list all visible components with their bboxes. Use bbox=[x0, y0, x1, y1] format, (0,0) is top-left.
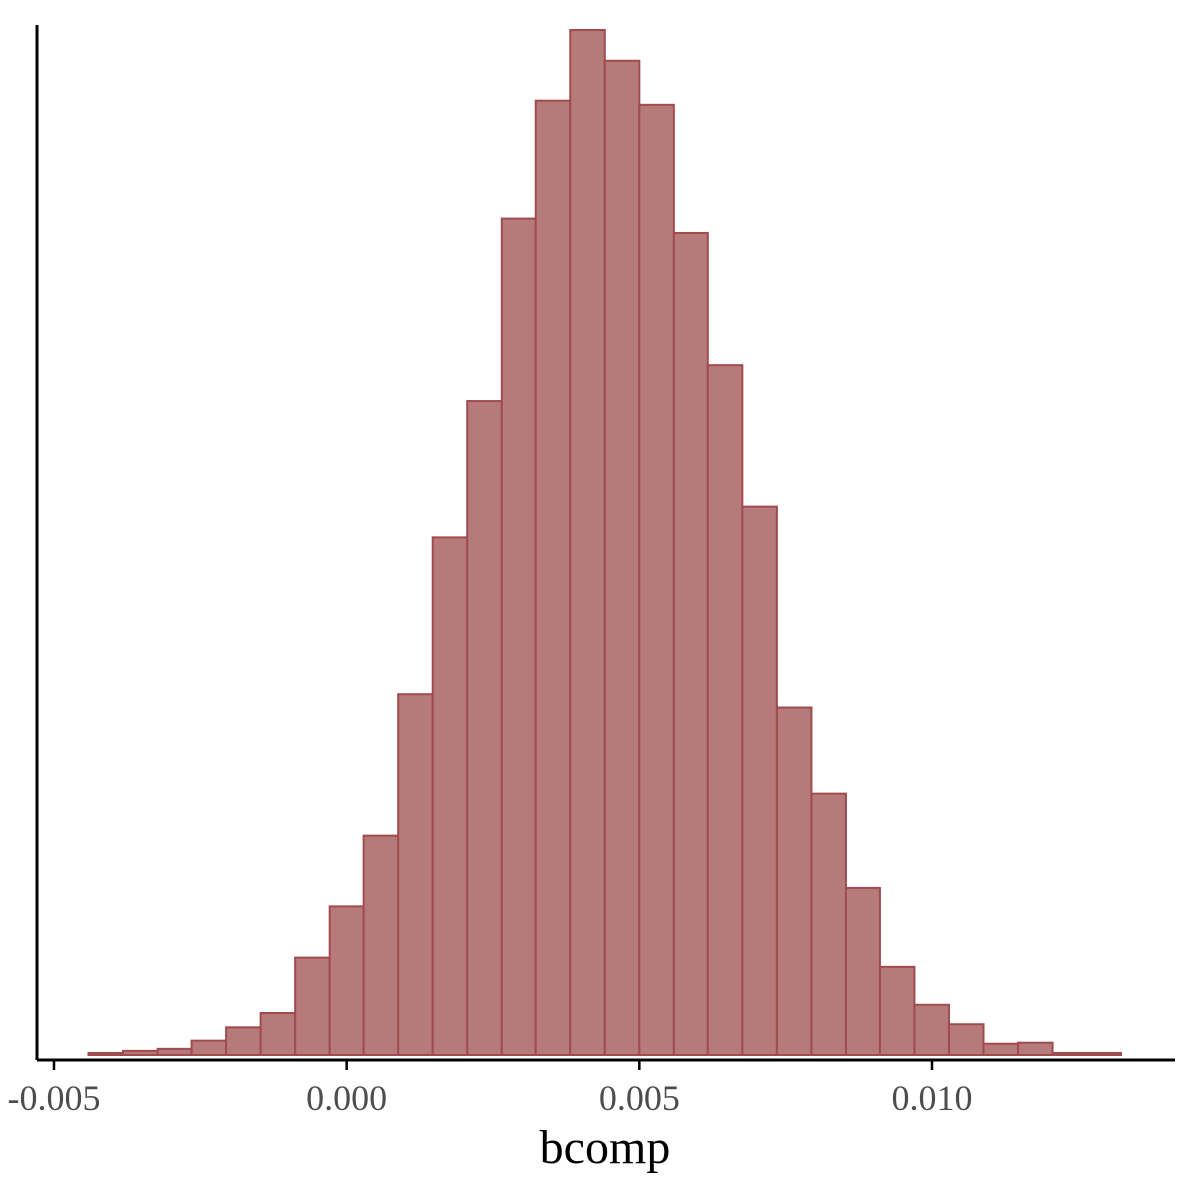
histogram-bar bbox=[569, 29, 606, 1056]
histogram-bar bbox=[672, 231, 709, 1056]
histogram-bar bbox=[1051, 1051, 1089, 1056]
histogram-bar bbox=[294, 956, 331, 1057]
histogram-bar bbox=[1086, 1051, 1123, 1056]
histogram-bar bbox=[913, 1003, 950, 1057]
histogram-bar bbox=[225, 1026, 262, 1056]
histogram-bar bbox=[397, 693, 434, 1056]
histogram-bar bbox=[741, 505, 778, 1057]
histogram-bar bbox=[534, 99, 572, 1057]
histogram-bar bbox=[156, 1047, 193, 1056]
histogram-bar bbox=[844, 886, 881, 1056]
histogram-bars bbox=[87, 29, 1123, 1057]
x-axis-ticks: -0.005 0.000 0.005 0.010 bbox=[8, 1060, 973, 1118]
histogram-bar bbox=[810, 792, 847, 1057]
histogram-bar bbox=[706, 364, 744, 1057]
histogram-bar bbox=[431, 536, 469, 1057]
histogram-bar bbox=[878, 965, 916, 1056]
histogram-bar bbox=[328, 905, 365, 1057]
histogram-bar bbox=[603, 59, 641, 1056]
x-axis-title: bcomp bbox=[540, 1121, 671, 1174]
histogram-bar bbox=[87, 1051, 125, 1056]
histogram-bar bbox=[466, 400, 503, 1056]
x-tick-label: -0.005 bbox=[8, 1078, 101, 1118]
histogram-bar bbox=[982, 1042, 1020, 1056]
histogram-bar bbox=[122, 1049, 159, 1057]
histogram-bar bbox=[190, 1039, 228, 1057]
histogram-bar bbox=[638, 103, 675, 1056]
x-tick-label: 0.010 bbox=[892, 1078, 973, 1118]
histogram-bar bbox=[362, 834, 400, 1057]
x-tick-label: 0.000 bbox=[306, 1078, 387, 1118]
histogram-bar bbox=[259, 1011, 297, 1056]
histogram-bar bbox=[500, 217, 537, 1057]
histogram-bar bbox=[1017, 1041, 1054, 1056]
histogram-bar bbox=[947, 1023, 985, 1056]
x-tick-label: 0.005 bbox=[599, 1078, 680, 1118]
histogram-bar bbox=[775, 706, 813, 1057]
